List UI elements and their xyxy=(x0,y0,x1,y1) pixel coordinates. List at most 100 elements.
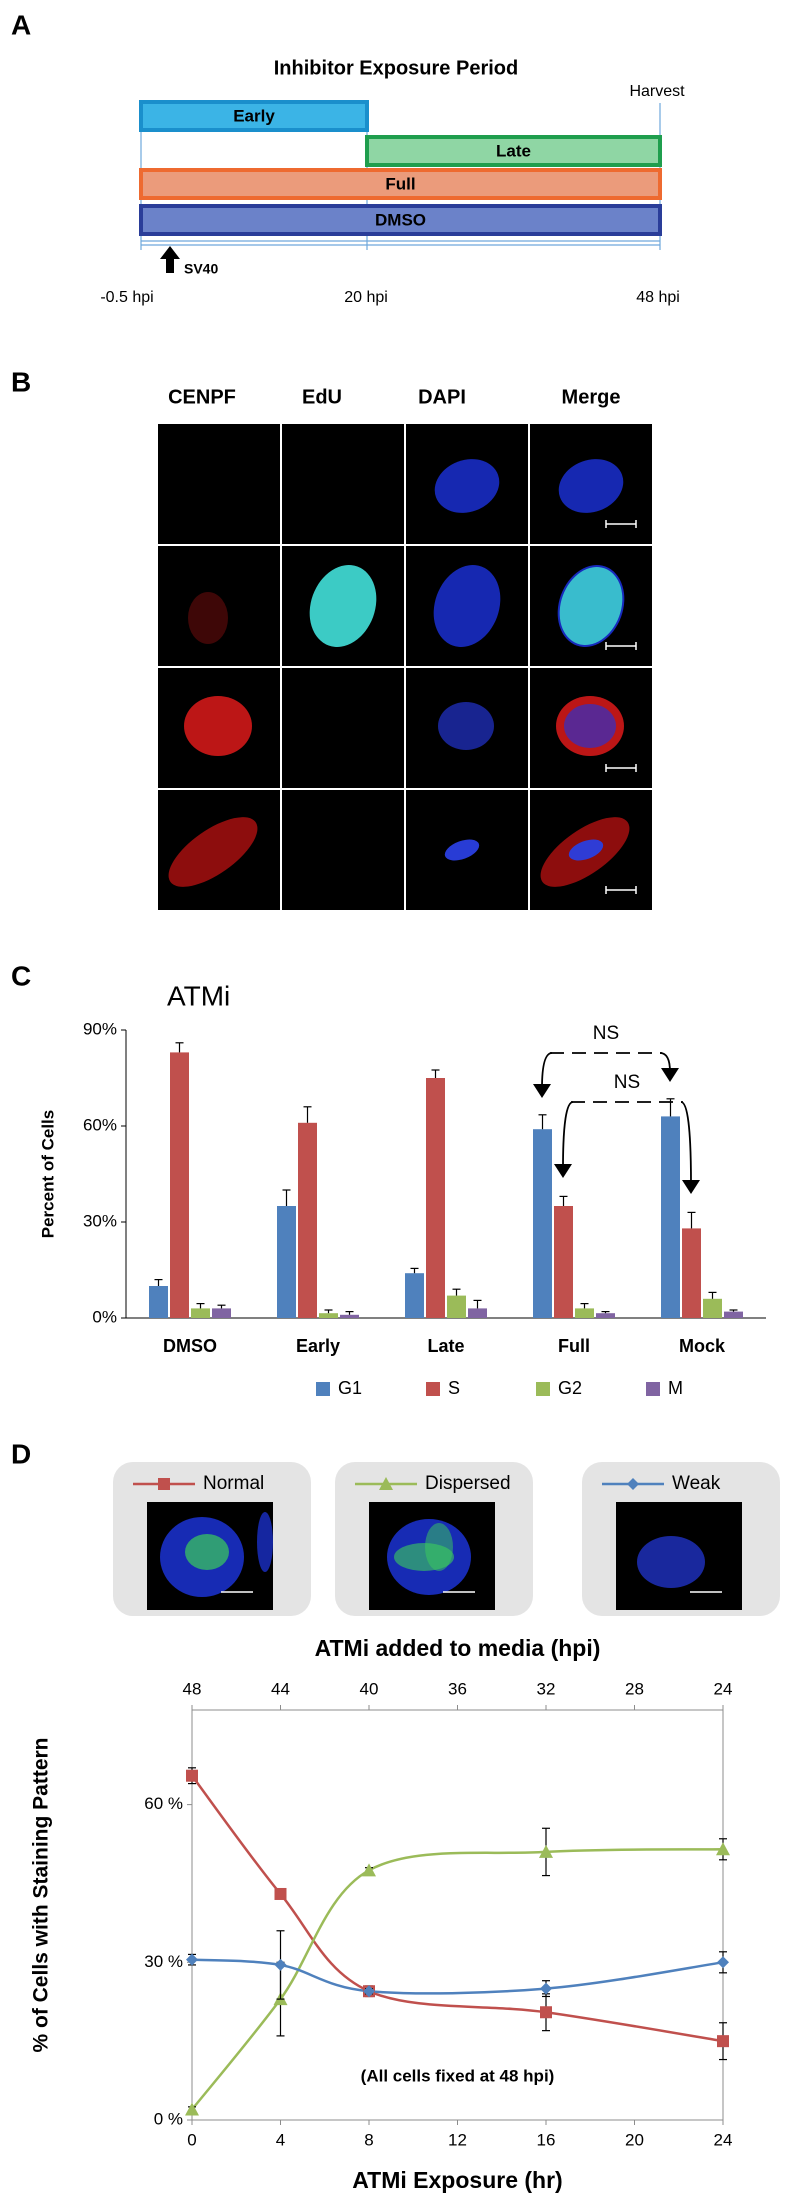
series-line xyxy=(191,1848,724,2111)
x-tick-label: 12 xyxy=(448,2130,467,2149)
legend-marker xyxy=(379,1477,393,1490)
x2-tick-label: 24 xyxy=(714,1679,733,1698)
channel-label: CENPF xyxy=(168,386,236,408)
x-tick-label: Late xyxy=(427,1336,464,1356)
x-tick-label: 4 xyxy=(276,2130,285,2149)
legend-marker xyxy=(627,1478,639,1490)
bar xyxy=(149,1286,168,1318)
bar xyxy=(298,1122,317,1318)
bar xyxy=(277,1206,296,1318)
legend-label: G2 xyxy=(558,1378,582,1398)
harvest-label: Harvest xyxy=(629,83,685,100)
panel-label: B xyxy=(11,366,31,397)
nucleus xyxy=(637,1536,705,1588)
marker xyxy=(362,1863,376,1877)
bar xyxy=(596,1313,615,1318)
bar xyxy=(703,1298,722,1318)
marker xyxy=(274,1958,287,1971)
bar xyxy=(426,1078,445,1318)
micrograph xyxy=(282,668,404,788)
legend-label: M xyxy=(668,1378,683,1398)
phase-label: S xyxy=(625,554,638,576)
exposure-period xyxy=(365,135,662,167)
nucleus xyxy=(188,592,228,644)
x-tick-label: 20 xyxy=(625,2130,644,2149)
nucleus xyxy=(309,565,377,647)
phase-label: G1 xyxy=(619,432,646,454)
time-tick-label: -0.5 hpi xyxy=(100,289,153,306)
bar xyxy=(554,1206,573,1318)
bar xyxy=(340,1314,359,1318)
legend-marker xyxy=(158,1478,170,1490)
bracket-arrow xyxy=(680,1101,692,1185)
nucleus xyxy=(185,1534,229,1570)
bar xyxy=(682,1228,701,1318)
chart-title: ATMi xyxy=(167,980,230,1011)
annotation: NS xyxy=(614,1072,640,1093)
x2-tick-label: 28 xyxy=(625,1679,644,1698)
time-tick-label: 48 hpi xyxy=(636,289,680,306)
bar xyxy=(447,1295,466,1318)
marker xyxy=(717,2035,729,2048)
bar xyxy=(661,1116,680,1318)
panel-label: D xyxy=(11,1438,31,1469)
micrograph xyxy=(282,424,404,544)
marker xyxy=(363,1985,375,1998)
marker xyxy=(186,1953,198,1966)
x-tick-label: Full xyxy=(558,1336,590,1356)
arrow-head xyxy=(554,1164,572,1178)
time-tick-label: 20 hpi xyxy=(344,289,388,306)
bar xyxy=(405,1273,424,1318)
channel-label: Merge xyxy=(562,386,621,408)
marker xyxy=(186,1769,198,1782)
timeline-title: Inhibitor Exposure Period xyxy=(274,57,518,79)
bar xyxy=(724,1311,743,1318)
arrow-head xyxy=(533,1084,551,1098)
bracket-arrow xyxy=(541,1052,553,1089)
x-axis-label: ATMi Exposure (hr) xyxy=(352,2167,562,2193)
y-tick-label: 90% xyxy=(83,1019,117,1038)
x2-tick-label: 44 xyxy=(271,1679,290,1698)
x2-tick-label: 36 xyxy=(448,1679,467,1698)
y-tick-label: 0% xyxy=(92,1307,117,1326)
period-label: Early xyxy=(233,106,275,125)
nucleus xyxy=(444,839,480,861)
marker xyxy=(717,1956,729,1969)
period-label: Full xyxy=(385,174,415,193)
nucleus xyxy=(425,1523,453,1571)
marker xyxy=(716,1842,730,1856)
legend-swatch xyxy=(646,1382,660,1396)
x-tick-label: 24 xyxy=(714,2130,733,2149)
y-axis-label: Percent of Cells xyxy=(38,1110,57,1239)
y-tick-label: 60% xyxy=(83,1115,117,1134)
x2-tick-label: 32 xyxy=(537,1679,556,1698)
phase-label: M xyxy=(624,798,641,820)
legend-swatch xyxy=(426,1382,440,1396)
marker xyxy=(185,2102,199,2116)
y-axis-label: % of Cells with Staining Pattern xyxy=(30,1737,53,2052)
legend-swatch xyxy=(316,1382,330,1396)
bar xyxy=(212,1308,231,1318)
nucleus xyxy=(434,459,500,513)
nucleus xyxy=(433,565,501,647)
bar xyxy=(191,1308,210,1318)
x-tick-label: 0 xyxy=(187,2130,196,2149)
x-tick-label: 8 xyxy=(364,2130,373,2149)
series-line xyxy=(190,1774,724,2043)
x2-tick-label: 40 xyxy=(360,1679,379,1698)
legend-label: Weak xyxy=(672,1473,721,1494)
y-tick-label: 0 % xyxy=(154,2109,183,2128)
annotation: NS xyxy=(593,1023,619,1044)
nucleus xyxy=(558,459,624,513)
infection-arrow xyxy=(160,246,180,273)
period-label: DMSO xyxy=(375,210,426,229)
series-line xyxy=(191,1958,724,1995)
annotation: (All cells fixed at 48 hpi) xyxy=(361,2066,555,2085)
marker xyxy=(539,1844,553,1858)
bracket-arrow xyxy=(562,1101,574,1169)
nucleus xyxy=(184,696,252,756)
phase-label: G2 xyxy=(619,676,646,698)
panel-label: C xyxy=(11,960,31,991)
legend-swatch xyxy=(536,1382,550,1396)
